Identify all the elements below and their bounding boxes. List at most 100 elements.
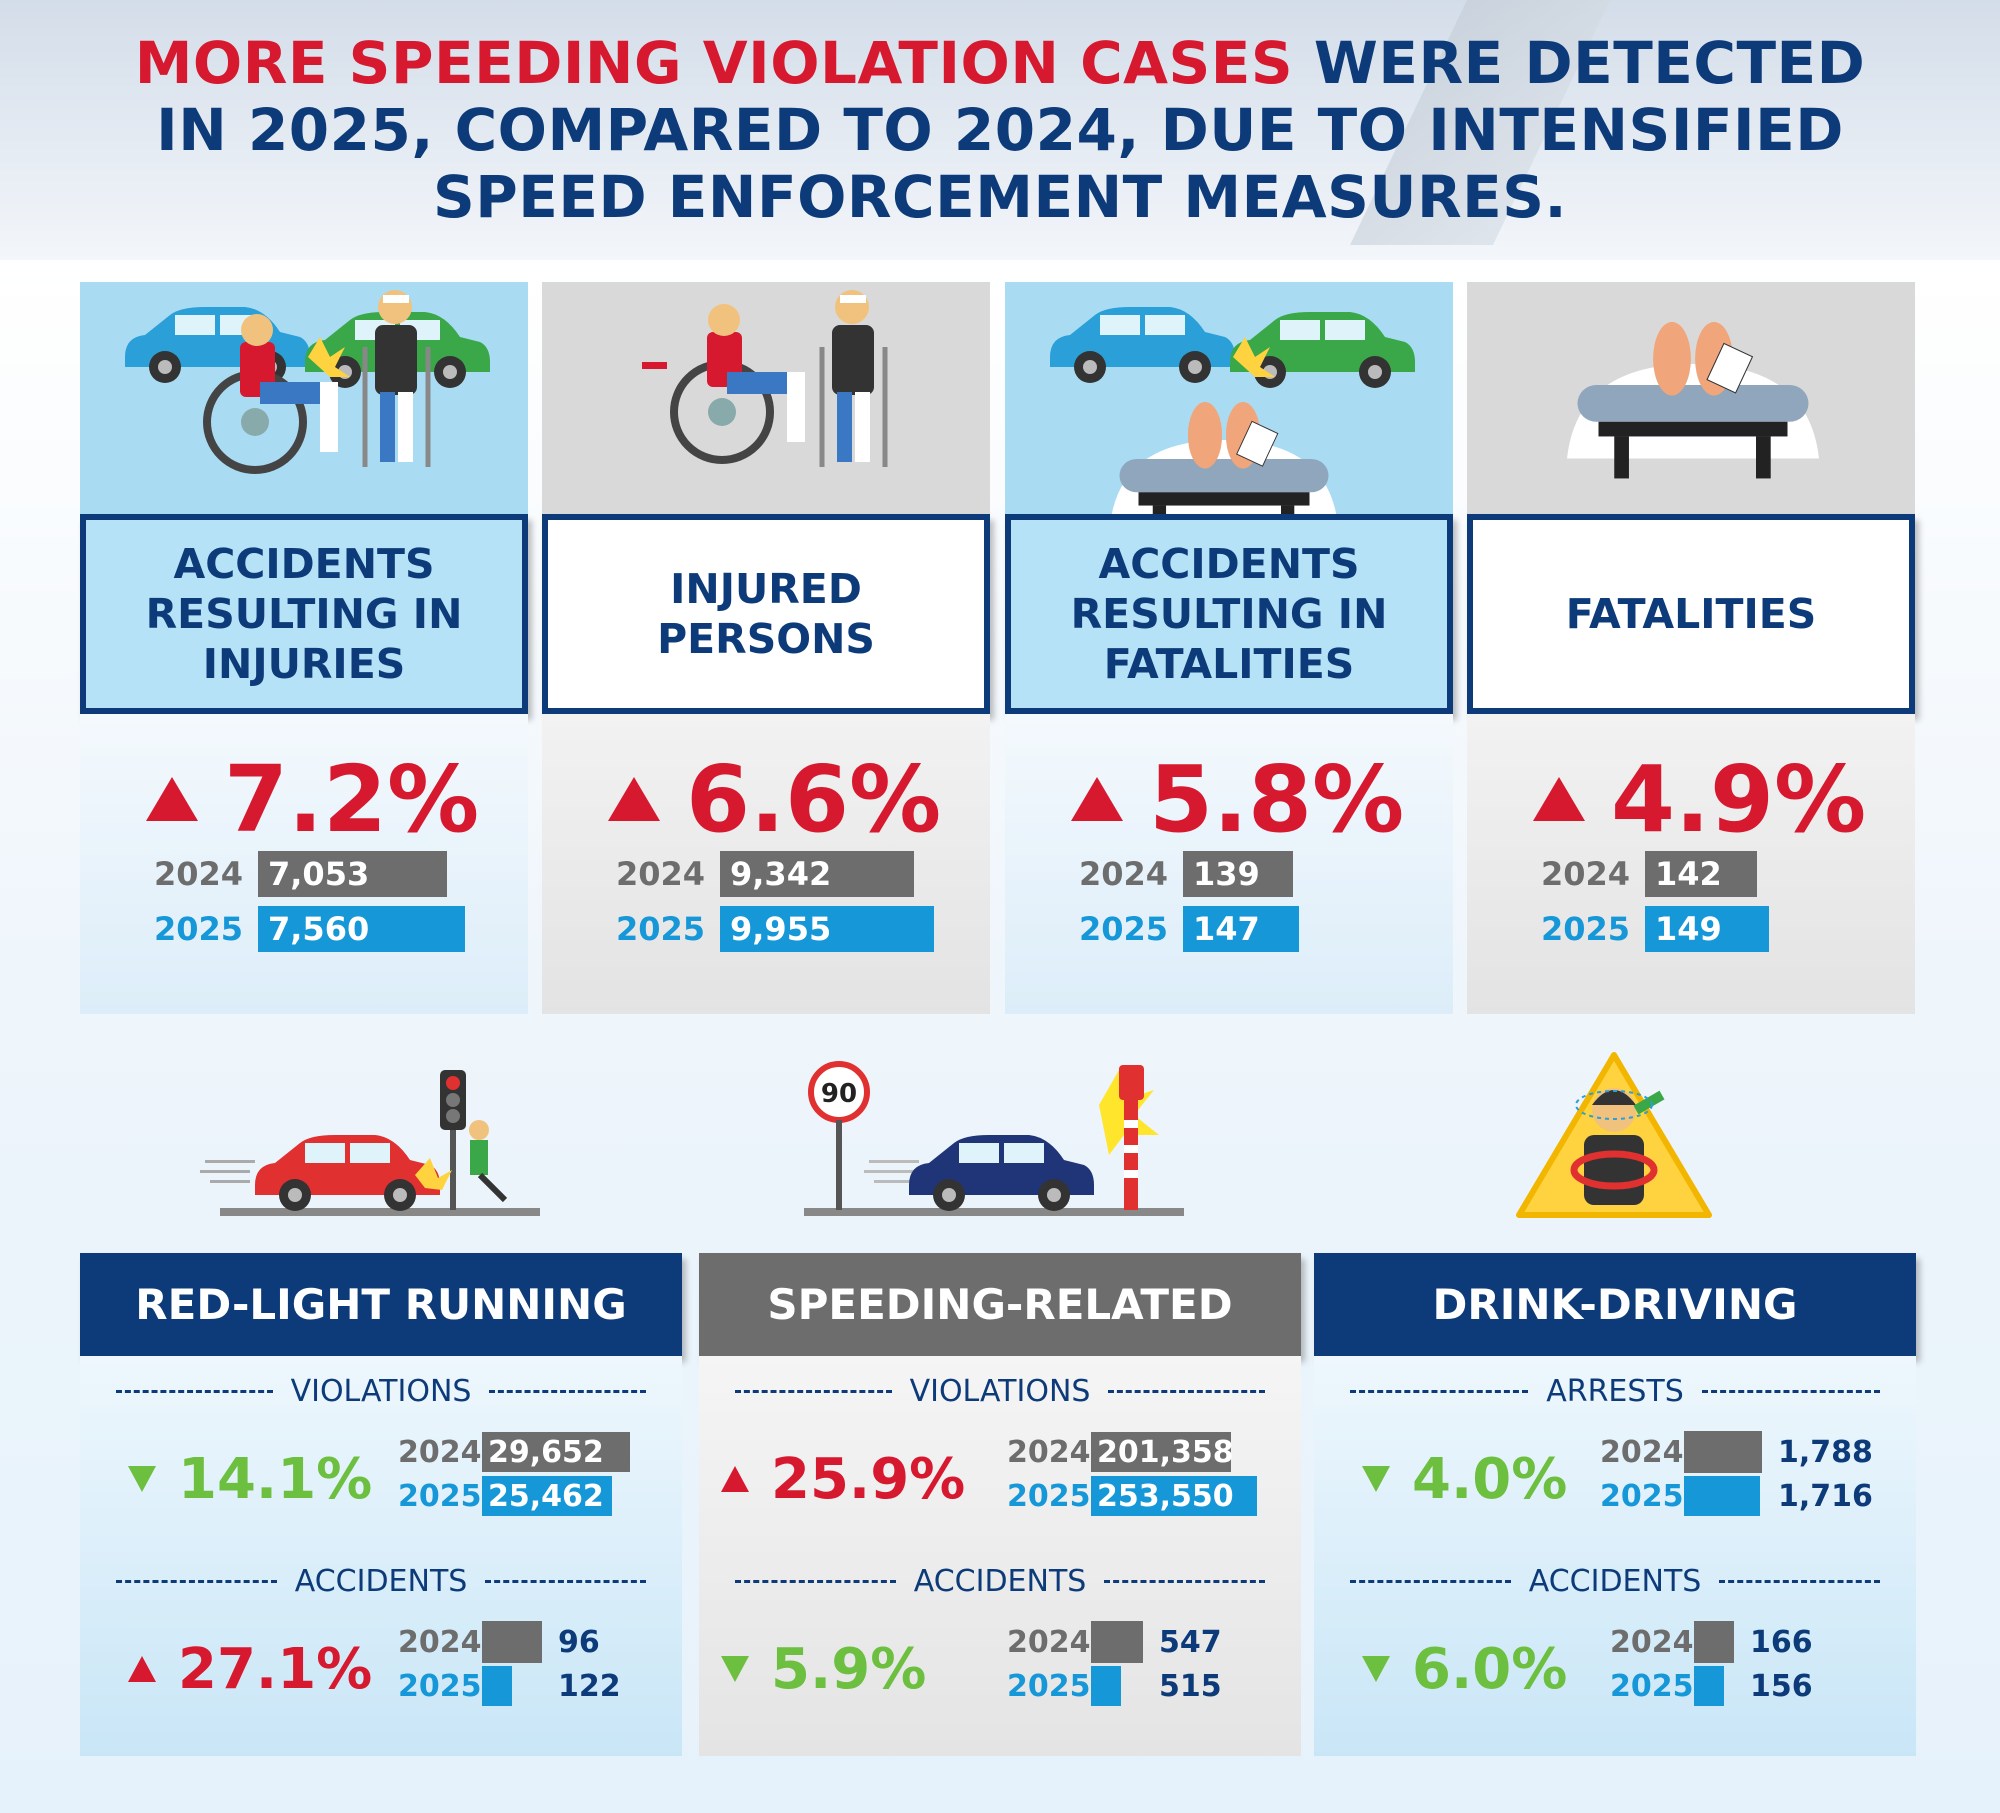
value-bar-2024: 29,652 (482, 1432, 630, 1472)
row-2025: 2025 515 (1007, 1666, 1222, 1706)
change-percent: 4.0% (1362, 1444, 1567, 1514)
divider (116, 1580, 277, 1583)
change-percent: 7.2% (146, 744, 479, 854)
metric-label-text: ACCIDENTS (1528, 1564, 1702, 1599)
card-label: ACCIDENTS RESULTING IN INJURIES (80, 514, 528, 714)
divider (1719, 1580, 1881, 1583)
value-bar-2025 (1684, 1476, 1760, 1516)
change-value: 6.6% (686, 745, 942, 853)
row-2025: 2025 9,955 (616, 906, 934, 952)
increase-arrow-icon (128, 1656, 156, 1682)
row-2024: 2024 7,053 (154, 851, 447, 897)
title-highlight: MORE SPEEDING VIOLATION CASES (134, 29, 1294, 97)
metric-label: ACCIDENTS (98, 1564, 664, 1599)
card-label-text: INJURED PERSONS (657, 565, 875, 663)
metric-label-text: VIOLATIONS (290, 1374, 472, 1409)
increase-arrow-icon (721, 1466, 749, 1492)
row-2025: 2025 7,560 (154, 906, 465, 952)
value-2025: 122 (558, 1668, 621, 1704)
change-value: 27.1% (178, 1636, 373, 1702)
category-panel: VIOLATIONS 25.9% 2024 201,358 2025 253,550 ACC… (699, 1356, 1301, 1756)
decrease-arrow-icon (128, 1466, 156, 1492)
card-stats: 5.8% 2024 139 2025 147 (1005, 714, 1453, 1014)
divider (489, 1390, 647, 1393)
row-2024: 2024 9,342 (616, 851, 914, 897)
category-section: SPEEDING-RELATED VIOLATIONS 25.9% 2024 201,3… (699, 1253, 1301, 1756)
divider (1108, 1390, 1266, 1393)
year-label: 2025 (1007, 1478, 1091, 1514)
category-section: RED-LIGHT RUNNING VIOLATIONS 14.1% 2024 29,6… (80, 1253, 682, 1756)
card-label-text: ACCIDENTS RESULTING IN FATALITIES (1070, 540, 1388, 688)
year-label: 2025 (1007, 1668, 1091, 1704)
change-value: 4.0% (1412, 1446, 1568, 1512)
change-value: 5.9% (771, 1636, 927, 1702)
divider (116, 1390, 273, 1393)
stat-card: ACCIDENTS RESULTING IN INJURIES 7.2% 2024 7… (80, 282, 528, 1014)
row-2024: 2024 29,652 (398, 1432, 630, 1472)
speeding-car-icon: 90 (699, 1050, 1301, 1230)
value-bar-2025: 25,462 (482, 1476, 612, 1516)
metric-label: ACCIDENTS (717, 1564, 1283, 1599)
header-background (0, 0, 2000, 260)
row-2025: 2025 149 (1541, 906, 1769, 952)
change-percent: 4.9% (1533, 744, 1866, 854)
row-2025: 2025 253,550 (1007, 1476, 1257, 1516)
value-2025: 1,716 (1778, 1478, 1873, 1514)
value-bar-2025: 9,955 (720, 906, 934, 952)
change-value: 6.0% (1412, 1636, 1568, 1702)
value-bar-2024: 142 (1645, 851, 1757, 897)
divider (1350, 1580, 1511, 1583)
year-label: 2024 (154, 855, 244, 893)
divider (735, 1580, 896, 1583)
value-bar-2024 (482, 1621, 542, 1663)
stat-card: FATALITIES 4.9% 2024 142 2025 149 (1467, 282, 1915, 1014)
change-percent: 14.1% (128, 1444, 372, 1514)
change-percent: 5.9% (721, 1634, 926, 1704)
value-bar-2025: 7,560 (258, 906, 465, 952)
metric-label: ACCIDENTS (1332, 1564, 1898, 1599)
year-label: 2025 (1079, 910, 1169, 948)
decrease-arrow-icon (1362, 1656, 1390, 1682)
year-label: 2024 (1600, 1434, 1684, 1470)
metric-label: VIOLATIONS (98, 1374, 664, 1409)
year-label: 2025 (154, 910, 244, 948)
value-bar-2024: 9,342 (720, 851, 914, 897)
row-2024: 2024 166 (1610, 1621, 1813, 1663)
metric-label-text: ARRESTS (1546, 1374, 1684, 1409)
increase-arrow-icon (1533, 777, 1585, 821)
category-title: DRINK-DRIVING (1314, 1253, 1916, 1356)
value-bar-2025 (1694, 1666, 1724, 1706)
page-title: MORE SPEEDING VIOLATION CASES WERE DETEC… (0, 30, 2000, 231)
value-bar-2025: 147 (1183, 906, 1299, 952)
change-percent: 27.1% (128, 1634, 372, 1704)
category-title: RED-LIGHT RUNNING (80, 1253, 682, 1356)
card-stats: 4.9% 2024 142 2025 149 (1467, 714, 1915, 1014)
year-label: 2024 (398, 1434, 482, 1470)
row-2024: 2024 96 (398, 1621, 600, 1663)
increase-arrow-icon (1071, 777, 1123, 821)
row-2024: 2024 201,358 (1007, 1432, 1234, 1472)
value-2024: 166 (1750, 1624, 1813, 1660)
value-2024: 547 (1159, 1624, 1222, 1660)
stat-card: ACCIDENTS RESULTING IN FATALITIES 5.8% 202… (1005, 282, 1453, 1014)
year-label: 2024 (1079, 855, 1169, 893)
change-value: 7.2% (224, 745, 480, 853)
value-2024: 1,788 (1778, 1434, 1873, 1470)
row-2024: 2024 142 (1541, 851, 1757, 897)
change-percent: 6.0% (1362, 1634, 1567, 1704)
red-light-crash-icon (80, 1050, 682, 1230)
category-section: DRINK-DRIVING ARRESTS 4.0% 2024 1,788 2025 1,7… (1314, 1253, 1916, 1756)
change-percent: 25.9% (721, 1444, 965, 1514)
value-bar-2024: 7,053 (258, 851, 447, 897)
divider (1701, 1390, 1881, 1393)
card-label-text: FATALITIES (1565, 590, 1817, 638)
metric-label: ARRESTS (1332, 1374, 1898, 1409)
value-2024: 96 (558, 1624, 600, 1660)
drunk-driver-warning-icon (1314, 1050, 1916, 1230)
divider (735, 1390, 892, 1393)
value-bar-2024: 139 (1183, 851, 1293, 897)
row-2024: 2024 1,788 (1600, 1431, 1873, 1473)
row-2025: 2025 147 (1079, 906, 1299, 952)
value-2025: 515 (1159, 1668, 1222, 1704)
change-value: 5.8% (1149, 745, 1405, 853)
